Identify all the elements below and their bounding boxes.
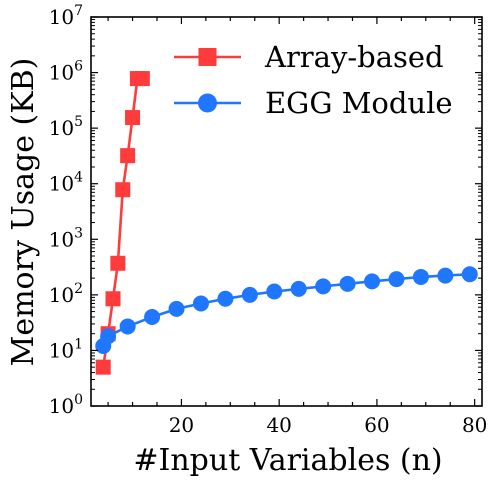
y-tick-label: 106 <box>49 59 83 85</box>
data-point <box>125 110 141 126</box>
data-point <box>241 286 258 303</box>
legend-item-1: EGG Module <box>174 86 453 120</box>
x-tick-label: 60 <box>364 413 389 437</box>
data-point <box>290 280 307 297</box>
legend-marker <box>198 48 217 66</box>
axes-layer: 20 40 60 80 100 101 102 103 104 105 106 107 <box>49 3 488 437</box>
y-axis-label: Memory Usage (KB) <box>6 58 41 367</box>
data-point <box>388 271 405 288</box>
y-tick-label: 105 <box>49 114 83 140</box>
data-point <box>120 148 136 164</box>
data-point <box>168 300 185 317</box>
series-line-1 <box>102 272 470 347</box>
data-point <box>461 266 478 283</box>
series-0 <box>95 71 150 375</box>
data-point <box>144 308 161 325</box>
data-point <box>134 71 150 87</box>
y-tick-label: 103 <box>49 225 83 251</box>
data-point <box>95 359 111 375</box>
x-axis-label: #Input Variables (n) <box>133 443 442 478</box>
data-point <box>339 275 356 292</box>
series-1 <box>95 266 478 355</box>
data-point <box>115 182 131 198</box>
y-tick-label: 104 <box>49 170 83 196</box>
data-point <box>412 268 429 285</box>
legend-item-0: Array-based <box>174 40 444 74</box>
series-layer <box>95 71 478 375</box>
legend: Array-based EGG Module <box>174 40 453 120</box>
data-point <box>315 278 332 295</box>
y-tick-label: 102 <box>49 281 83 307</box>
legend-label: EGG Module <box>265 86 453 120</box>
legend-label: Array-based <box>264 40 444 74</box>
x-tick-label: 20 <box>169 413 194 437</box>
data-point <box>192 295 209 312</box>
y-tick-label: 107 <box>49 3 83 29</box>
legend-marker <box>198 93 217 113</box>
data-point <box>437 267 454 284</box>
x-tick-label: 80 <box>462 413 487 437</box>
data-point <box>110 255 126 271</box>
plot-frame <box>90 16 483 407</box>
data-point <box>105 291 121 307</box>
data-point <box>119 318 136 335</box>
data-point <box>266 283 283 300</box>
x-tick-label: 40 <box>266 413 291 437</box>
data-point <box>364 273 381 290</box>
y-tick-label: 101 <box>49 336 83 362</box>
y-tick-label: 100 <box>49 392 83 418</box>
data-point <box>100 328 117 345</box>
data-point <box>217 290 234 307</box>
